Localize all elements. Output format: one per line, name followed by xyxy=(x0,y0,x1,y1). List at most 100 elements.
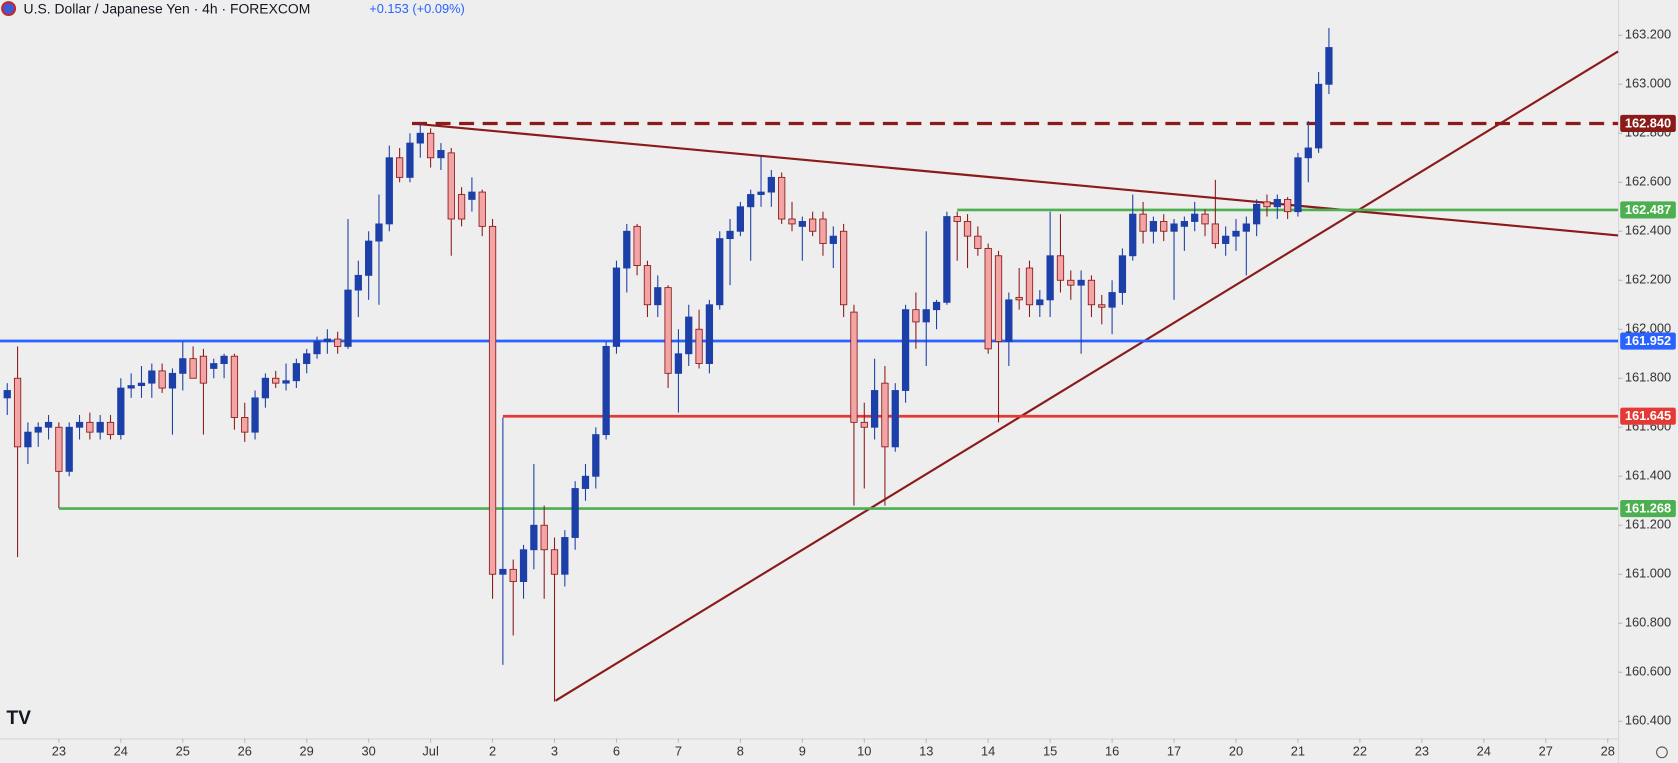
candle-body xyxy=(819,218,827,244)
candle-body xyxy=(55,426,63,472)
y-tick-label: 162.600 xyxy=(1625,174,1671,189)
y-tick-label: 162.200 xyxy=(1625,272,1671,287)
candle-body xyxy=(13,377,22,448)
candle-body xyxy=(437,149,445,159)
candle-body xyxy=(499,568,507,575)
price-tag-label: 161.268 xyxy=(1625,501,1671,516)
candle-body xyxy=(148,370,156,384)
x-tick-label: 17 xyxy=(1167,744,1181,759)
candle-body xyxy=(519,549,528,583)
candle-body xyxy=(34,426,42,433)
candle-body xyxy=(1180,221,1189,227)
candle-body xyxy=(106,421,115,436)
x-tick-label: 23 xyxy=(1415,744,1429,759)
candle-body xyxy=(385,157,393,225)
candle-body xyxy=(674,353,683,374)
y-tick-label: 160.800 xyxy=(1625,615,1671,630)
x-tick-label: 2 xyxy=(489,744,496,759)
candle-body xyxy=(922,309,930,323)
price-tag xyxy=(1620,407,1676,425)
candle-body xyxy=(1087,279,1096,306)
candle-body xyxy=(932,301,941,311)
candle-body xyxy=(581,475,590,489)
x-tick-label: 8 xyxy=(737,744,744,759)
x-tick-label: 16 xyxy=(1105,744,1119,759)
x-tick-label: 27 xyxy=(1539,744,1553,759)
candle-body xyxy=(943,216,951,303)
candle-body xyxy=(602,345,610,436)
candle-body xyxy=(272,377,280,384)
candle-body xyxy=(179,358,187,374)
candle-body xyxy=(726,230,734,240)
candle-body xyxy=(1314,83,1323,149)
candle-body xyxy=(1232,230,1240,237)
candle-body xyxy=(592,434,600,477)
x-tick-label: 6 xyxy=(613,744,620,759)
candle-body xyxy=(994,255,1003,342)
y-tick-label: 163.000 xyxy=(1625,76,1671,91)
x-tick-label: 13 xyxy=(919,744,933,759)
candle-body xyxy=(127,385,135,389)
candle-body xyxy=(912,309,920,323)
candle-body xyxy=(1253,203,1261,225)
candle-body xyxy=(24,431,32,448)
candle-body xyxy=(1056,255,1065,281)
candle-body xyxy=(65,426,73,472)
x-tick-label: 28 xyxy=(1601,744,1615,759)
candle-body xyxy=(137,382,146,387)
candle-body xyxy=(75,421,84,428)
candle-body xyxy=(798,221,806,227)
candle-body xyxy=(365,240,373,276)
y-tick-label: 162.400 xyxy=(1625,223,1671,238)
candle-body xyxy=(1139,213,1147,232)
x-tick-label: 15 xyxy=(1043,744,1057,759)
price-change: +0.153 (+0.09%) xyxy=(369,1,465,16)
candle-body xyxy=(1108,292,1116,308)
candle-body xyxy=(3,390,11,399)
x-tick-label: 10 xyxy=(857,744,871,759)
candle-body xyxy=(426,132,435,159)
candle-body xyxy=(220,355,228,364)
candle-body xyxy=(230,355,239,418)
candle-body xyxy=(282,380,290,384)
candle-body xyxy=(1118,255,1127,293)
y-tick-label: 162.000 xyxy=(1625,321,1671,336)
candle-body xyxy=(747,194,755,208)
trend-line xyxy=(411,122,1619,237)
x-tick-label: 9 xyxy=(799,744,806,759)
candle-body xyxy=(117,387,125,436)
candle-body xyxy=(561,537,569,575)
x-tick-label: 24 xyxy=(114,744,128,759)
candle-body xyxy=(809,218,817,232)
symbol-flag xyxy=(1,1,17,17)
candle-body xyxy=(654,287,662,306)
candle-body xyxy=(375,223,383,242)
candle-body xyxy=(303,353,311,364)
price-tag xyxy=(1620,201,1676,219)
candle-body xyxy=(44,421,53,428)
candle-body xyxy=(623,230,631,269)
y-tick-label: 161.200 xyxy=(1625,517,1671,532)
candle-body xyxy=(251,397,259,433)
candle-body xyxy=(881,382,889,448)
candle-body xyxy=(323,338,331,342)
candle-body xyxy=(210,363,218,369)
candle-body xyxy=(550,549,559,575)
candle-body xyxy=(509,568,517,583)
candle-body xyxy=(406,142,414,178)
price-tag xyxy=(1620,500,1676,518)
candle-body xyxy=(1160,221,1168,232)
x-tick-label: 26 xyxy=(238,744,252,759)
candle-body xyxy=(778,176,786,220)
candle-body xyxy=(1294,157,1302,213)
candle-body xyxy=(354,274,362,291)
settings-icon[interactable] xyxy=(1656,746,1668,759)
x-tick-label: 21 xyxy=(1291,744,1305,759)
candle-body xyxy=(1273,198,1281,208)
price-tag-label: 162.487 xyxy=(1625,202,1671,217)
x-tick-label: 3 xyxy=(551,744,558,759)
candle-body xyxy=(1284,198,1292,213)
candle-body xyxy=(695,328,703,364)
